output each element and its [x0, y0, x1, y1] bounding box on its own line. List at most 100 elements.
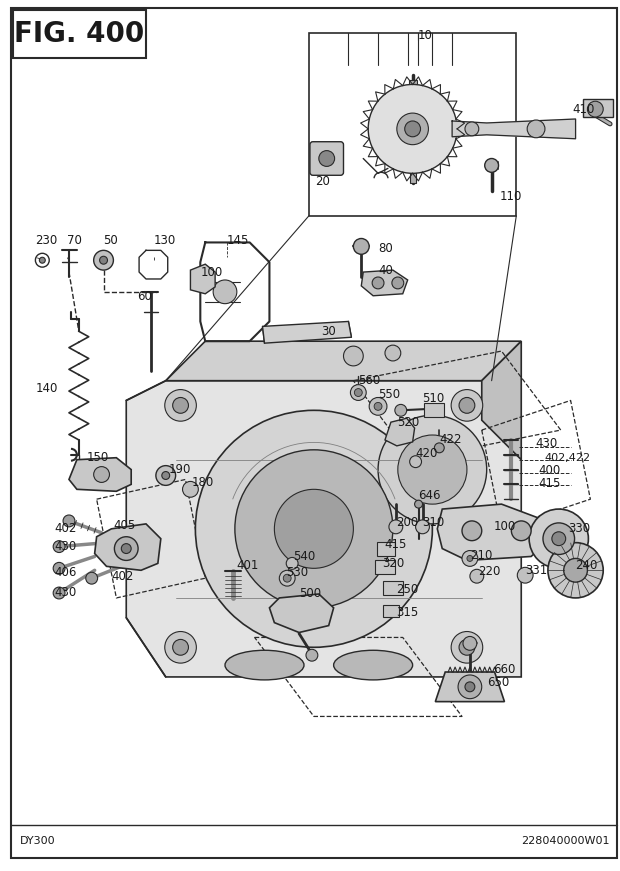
Polygon shape	[435, 672, 505, 702]
Text: 70: 70	[67, 234, 82, 247]
Text: 550: 550	[378, 388, 400, 401]
Text: 520: 520	[397, 415, 419, 429]
Text: 145: 145	[227, 234, 249, 247]
Text: 401: 401	[237, 559, 259, 572]
Circle shape	[343, 346, 363, 366]
Circle shape	[470, 570, 484, 583]
Text: 220: 220	[478, 564, 500, 577]
Text: 430: 430	[54, 540, 76, 553]
Text: 650: 650	[487, 677, 509, 689]
Ellipse shape	[334, 651, 413, 680]
Circle shape	[374, 402, 382, 410]
Circle shape	[182, 482, 198, 497]
Circle shape	[564, 558, 587, 582]
Text: 415: 415	[384, 538, 406, 551]
Circle shape	[283, 574, 291, 582]
Text: 415: 415	[538, 477, 560, 490]
Circle shape	[485, 159, 498, 172]
Circle shape	[122, 544, 131, 553]
Text: 400: 400	[538, 464, 560, 477]
Text: 230: 230	[35, 234, 58, 247]
Text: 40: 40	[378, 264, 393, 277]
Circle shape	[39, 257, 45, 263]
Circle shape	[587, 101, 603, 117]
Circle shape	[275, 490, 353, 568]
Circle shape	[286, 557, 298, 570]
Circle shape	[462, 521, 482, 541]
Text: 422: 422	[440, 434, 462, 447]
Polygon shape	[95, 523, 161, 571]
Text: 310: 310	[422, 517, 445, 530]
Text: 130: 130	[154, 234, 176, 247]
Text: 150: 150	[87, 451, 109, 464]
Text: FIG. 400: FIG. 400	[14, 20, 144, 48]
Circle shape	[415, 500, 422, 508]
Circle shape	[235, 449, 393, 608]
Circle shape	[280, 571, 295, 586]
Circle shape	[63, 515, 75, 527]
Circle shape	[398, 435, 467, 504]
Circle shape	[397, 113, 428, 145]
Circle shape	[53, 563, 65, 574]
Bar	[383, 581, 403, 595]
Text: 500: 500	[299, 588, 321, 600]
Text: 180: 180	[192, 476, 214, 489]
Polygon shape	[437, 504, 546, 560]
Circle shape	[395, 404, 407, 416]
Polygon shape	[69, 458, 131, 491]
Text: 420: 420	[415, 448, 438, 460]
Circle shape	[156, 466, 175, 485]
Polygon shape	[190, 264, 215, 294]
Polygon shape	[385, 418, 415, 446]
Circle shape	[405, 121, 420, 137]
Circle shape	[100, 256, 107, 264]
Text: 646: 646	[418, 489, 441, 502]
Circle shape	[172, 639, 188, 655]
Circle shape	[172, 397, 188, 413]
Circle shape	[459, 639, 475, 655]
Text: 510: 510	[422, 392, 445, 405]
Circle shape	[378, 415, 487, 523]
Text: 250: 250	[396, 583, 418, 596]
Text: 10: 10	[417, 29, 432, 42]
Text: 410: 410	[573, 103, 595, 116]
Circle shape	[115, 537, 138, 560]
Text: DY300: DY300	[20, 836, 55, 846]
Circle shape	[463, 637, 477, 651]
Text: 530: 530	[286, 566, 308, 578]
Circle shape	[451, 389, 483, 422]
Circle shape	[527, 120, 545, 138]
Circle shape	[165, 389, 197, 422]
Text: 405: 405	[113, 519, 136, 532]
Circle shape	[86, 572, 97, 584]
Text: 320: 320	[382, 557, 404, 570]
Text: 20: 20	[315, 175, 330, 188]
Circle shape	[306, 649, 318, 661]
Text: 560: 560	[358, 375, 381, 388]
Text: 315: 315	[396, 606, 418, 619]
Polygon shape	[126, 381, 521, 677]
Text: 190: 190	[169, 463, 191, 476]
Circle shape	[53, 587, 65, 599]
Circle shape	[319, 151, 335, 166]
Circle shape	[372, 277, 384, 289]
Circle shape	[410, 456, 422, 468]
Circle shape	[529, 509, 588, 568]
Bar	[409, 79, 417, 90]
Text: 402: 402	[54, 523, 76, 536]
Bar	[425, 403, 444, 417]
Text: 50: 50	[104, 234, 118, 247]
Circle shape	[165, 631, 197, 663]
Circle shape	[467, 556, 473, 562]
Circle shape	[195, 410, 432, 647]
Bar	[12, 10, 146, 57]
Circle shape	[162, 471, 170, 479]
Text: 110: 110	[500, 190, 522, 203]
Circle shape	[465, 682, 475, 692]
Circle shape	[512, 521, 531, 541]
Circle shape	[435, 443, 444, 453]
Polygon shape	[270, 594, 334, 632]
Text: 430: 430	[54, 585, 76, 598]
Circle shape	[552, 532, 565, 545]
Polygon shape	[262, 321, 352, 343]
